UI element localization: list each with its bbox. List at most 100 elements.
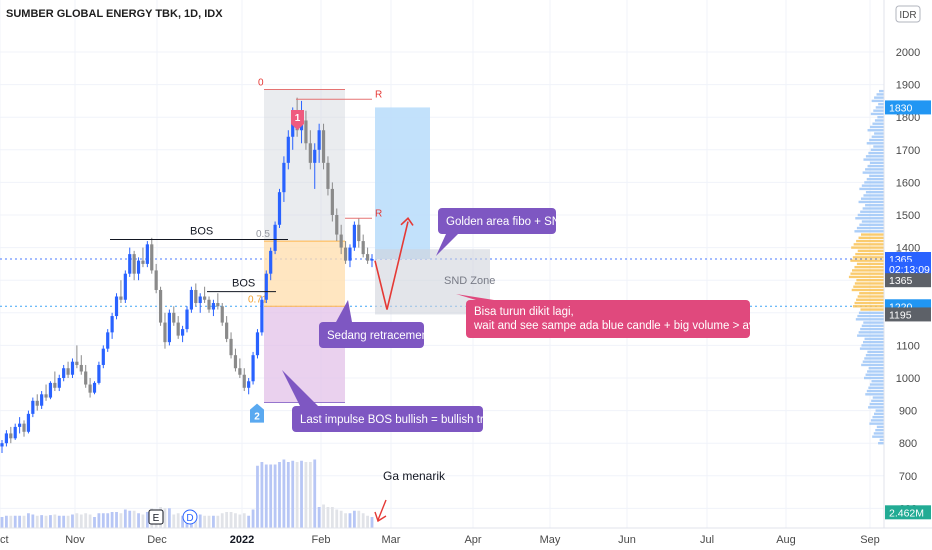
candle-body [361,241,365,255]
target-zone [375,107,430,260]
volume-bar [137,513,140,528]
candle-body [132,254,136,274]
volume-bar [335,509,339,528]
volume-profile-bar [861,184,884,187]
fib-level-label: 0.71 [248,294,268,305]
currency-badge[interactable]: IDR [895,5,921,23]
volume-bar [0,517,4,528]
candle-body [185,309,189,330]
candle-body [277,192,282,225]
volume-bar [326,507,330,528]
candle-body [220,306,224,323]
candle-body [75,361,79,365]
volume-bar [216,515,220,528]
volume-profile-bar [867,129,884,132]
volume-profile-bar [865,204,884,207]
volume-bar [322,504,325,528]
volume-profile-bar [863,340,884,344]
candle-body [216,303,220,307]
volume-profile-bar [860,308,884,311]
price-badge: 1830 [885,100,931,115]
volume-profile-bar [863,158,884,161]
volume-profile-bar [864,357,884,360]
volume-profile-bar [871,135,884,138]
candle-body [31,400,35,414]
volume-bar [198,514,202,528]
candle-layer [0,97,374,453]
volume-bar [163,508,167,528]
volume-bar [62,515,66,528]
volume-profile-bar [865,190,884,194]
volume-bar [344,513,347,528]
price-badge: 2.462M [885,505,931,520]
volume-profile-bar [870,419,884,422]
callout-tail [282,370,318,406]
volume-bar [212,515,215,528]
volume-profile-bar [864,376,884,380]
marker-2: 2 [250,403,264,423]
volume-profile-bar [875,106,884,109]
volume-bar [167,508,171,528]
candle-body [114,296,119,317]
volume-profile-bar [861,324,884,328]
volume-profile-bar [859,347,884,350]
callout-box [438,208,556,234]
volume-bar [110,512,114,528]
candle-body [326,162,330,189]
x-tick-label: Jul [700,534,714,546]
callout-turun: Bisa turun dikit lagi, wait and see sampe… [456,294,784,338]
volume-bar [225,512,229,528]
volume-bar [247,515,251,528]
volume-profile-bar [853,305,884,308]
candle-body [207,299,211,310]
callout-retracement: Sedang retracement [319,300,432,348]
candle-body [225,322,229,339]
volume-profile-bar [874,412,884,416]
chart-title: SUMBER GLOBAL ENERGY TBK, 1D, IDX [6,8,223,20]
candle-body [154,270,158,290]
volume-bar [57,515,61,528]
volume-profile-bar [866,142,884,145]
volume-profile-bar [855,252,884,256]
volume-profile-bar [866,389,884,393]
volume-bar [278,462,281,528]
x-tick-label: Dec [147,534,167,546]
price-badge-text: 1195 [889,309,912,321]
volume-bar [304,462,308,528]
candle-body [101,348,105,365]
volume-profile-bar [861,363,884,367]
volume-profile-bar [866,177,884,181]
y-tick-label: 1100 [896,340,920,352]
price-badge-text: 02:13:09 [889,264,930,276]
y-tick-label: 1400 [896,243,920,255]
volume-profile-bar [857,249,884,253]
marker-1: 1 [291,110,304,131]
volume-bar [251,509,255,528]
volume-bar [35,515,39,528]
candle-body [308,143,312,163]
callout-box [319,322,424,348]
volume-profile-bar [872,415,884,419]
volume-bar [97,513,101,528]
candle-body [150,244,154,271]
candle-body [53,382,57,388]
volume-bar [242,513,246,528]
candle-body [264,273,268,300]
volume-profile-bar [877,116,884,119]
volume-bar [18,515,22,528]
volume-profile-bar [869,402,884,406]
volume-profile-bar [869,174,884,178]
candle-body [251,355,255,382]
volume-profile-bar [851,246,884,249]
volume-profile-bar [864,181,884,184]
volume-profile-bar [871,99,884,103]
candle-body [110,316,114,333]
callout-tail [436,234,458,256]
volume-profile-bar [853,285,884,288]
candle-body [247,381,251,388]
candle-body [13,426,17,439]
fib-level-label: 0 [258,77,264,88]
